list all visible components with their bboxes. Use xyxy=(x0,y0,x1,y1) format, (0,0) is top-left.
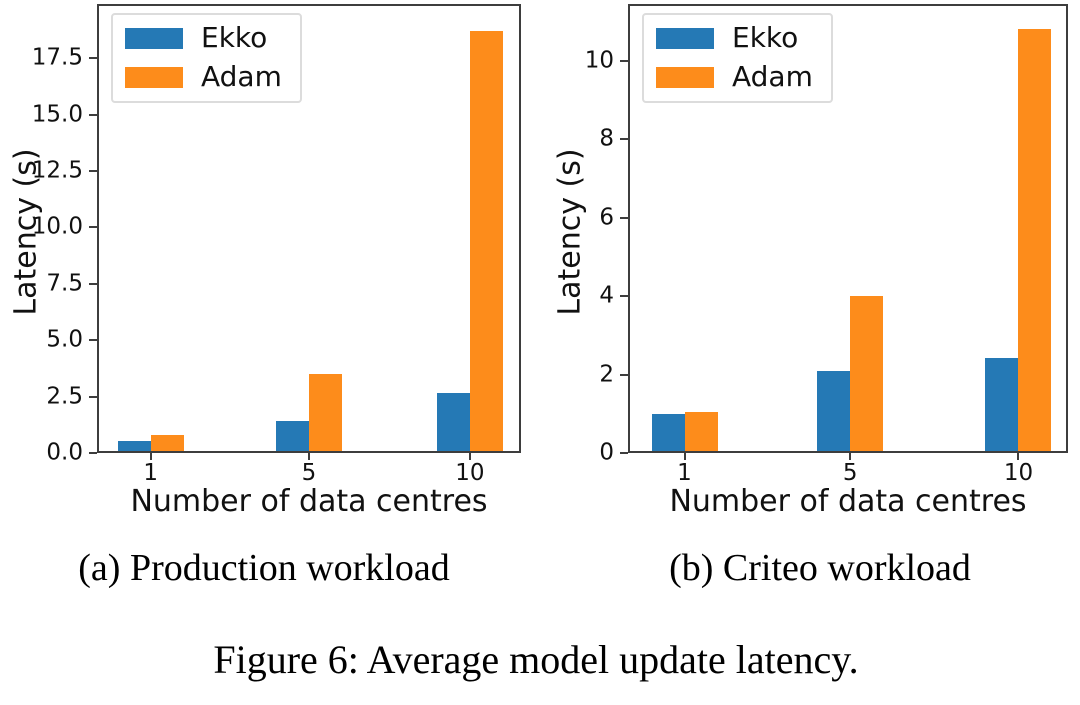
bar-adam-x1 xyxy=(150,435,184,451)
y-tick-mark xyxy=(620,452,628,454)
legend-entry-ekko: Ekko xyxy=(656,24,813,52)
y-tick-label: 6 xyxy=(599,204,614,231)
bar-adam-x10 xyxy=(469,30,503,451)
x-tick-label: 1 xyxy=(677,460,692,486)
x-tick-mark xyxy=(468,453,471,460)
y-tick-mark xyxy=(89,282,97,285)
y-tick-label: 12.5 xyxy=(31,157,83,184)
x-tick-mark xyxy=(149,453,152,460)
y-tick-label: 0.0 xyxy=(46,439,83,466)
bar-ekko-x5 xyxy=(817,371,851,451)
legend-swatch-adam xyxy=(125,66,183,88)
y-tick-label: 0 xyxy=(599,439,614,466)
x-axis-label-b: Number of data centres xyxy=(669,484,1027,519)
bar-ekko-x5 xyxy=(276,420,309,451)
legend-label-adam: Adam xyxy=(732,60,813,93)
bar-adam-x10 xyxy=(1018,29,1052,451)
y-tick-mark xyxy=(89,339,97,342)
y-tick-label: 10 xyxy=(584,47,614,74)
x-tick-label: 10 xyxy=(1003,460,1034,486)
subcaption-a: (a) Production workload xyxy=(78,547,450,589)
legend-swatch-ekko xyxy=(125,27,183,49)
x-tick-mark xyxy=(849,453,852,460)
y-tick-label: 10.0 xyxy=(31,213,83,240)
x-tick-mark xyxy=(683,453,686,460)
y-tick-mark xyxy=(89,113,97,116)
y-tick-mark xyxy=(89,452,97,454)
x-tick-label: 1 xyxy=(143,460,158,486)
bar-ekko-x10 xyxy=(436,392,470,451)
y-tick-mark xyxy=(620,59,628,62)
y-axis-ticks-a: 0.0 2.5 5.0 7.5 10.0 12.5 15.0 17.5 xyxy=(0,0,97,705)
y-tick-label: 5.0 xyxy=(46,326,83,353)
legend-label-adam: Adam xyxy=(201,60,282,93)
figure-title: Figure 6: Average model update latency. xyxy=(213,637,859,682)
x-axis-ticks-a: 1 5 10 xyxy=(97,453,521,513)
y-tick-mark xyxy=(620,216,628,219)
y-tick-label: 4 xyxy=(599,282,614,309)
legend-b: Ekko Adam xyxy=(642,13,833,103)
y-tick-label: 2.5 xyxy=(46,383,83,410)
x-axis-ticks-b: 1 5 10 xyxy=(628,453,1068,513)
y-tick-mark xyxy=(89,226,97,229)
y-tick-label: 15.0 xyxy=(31,101,83,128)
legend-swatch-adam xyxy=(656,66,714,88)
y-tick-label: 8 xyxy=(599,125,614,152)
y-axis-ticks-b: 0 2 4 6 8 10 xyxy=(531,0,628,705)
y-tick-label: 2 xyxy=(599,361,614,388)
y-tick-mark xyxy=(620,138,628,141)
y-tick-mark xyxy=(89,395,97,398)
y-tick-mark xyxy=(89,57,97,60)
y-tick-label: 7.5 xyxy=(46,270,83,297)
y-tick-mark xyxy=(620,373,628,376)
bar-adam-x1 xyxy=(684,412,718,451)
legend-entry-ekko: Ekko xyxy=(125,24,282,52)
legend-label-ekko: Ekko xyxy=(201,21,268,54)
plot-area-production: Ekko Adam xyxy=(97,4,521,453)
legend-label-ekko: Ekko xyxy=(732,21,799,54)
legend-entry-adam: Adam xyxy=(656,63,813,91)
bar-ekko-x10 xyxy=(985,357,1019,451)
y-tick-mark xyxy=(89,169,97,172)
bar-adam-x5 xyxy=(850,295,884,451)
x-tick-mark xyxy=(1017,453,1020,460)
y-tick-label: 17.5 xyxy=(31,44,83,71)
subcaption-b: (b) Criteo workload xyxy=(669,547,971,589)
bar-ekko-x1 xyxy=(651,414,685,451)
plot-area-criteo: Ekko Adam xyxy=(628,4,1068,453)
legend-entry-adam: Adam xyxy=(125,63,282,91)
bar-adam-x5 xyxy=(309,373,342,451)
bar-ekko-x1 xyxy=(117,440,151,451)
y-tick-mark xyxy=(620,295,628,298)
x-tick-label: 10 xyxy=(455,460,485,486)
x-axis-label-a: Number of data centres xyxy=(130,484,488,519)
legend-swatch-ekko xyxy=(656,27,714,49)
x-tick-label: 5 xyxy=(301,460,317,486)
x-tick-label: 5 xyxy=(842,460,858,486)
x-tick-mark xyxy=(308,453,310,460)
legend-a: Ekko Adam xyxy=(111,13,302,103)
